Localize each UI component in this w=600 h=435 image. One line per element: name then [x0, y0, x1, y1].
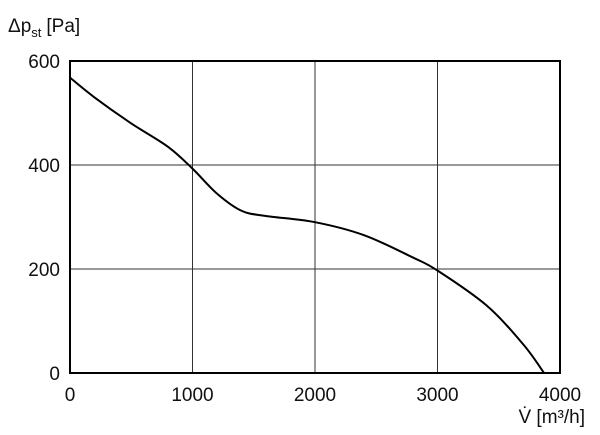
y-tick-label: 0 [49, 364, 60, 385]
x-tick-label: 2000 [294, 385, 336, 406]
y-symbol: Δp [8, 16, 31, 37]
x-tick-label: 3000 [416, 385, 458, 406]
plot-frame [69, 60, 561, 374]
y-tick-label: 200 [28, 260, 60, 281]
y-unit: [Pa] [46, 16, 80, 37]
curve [69, 76, 545, 374]
x-tick-label: 1000 [171, 385, 213, 406]
x-tick-label: 4000 [539, 385, 581, 406]
y-axis-label: Δpst [Pa] [8, 16, 80, 40]
y-tick-label: 600 [28, 52, 60, 73]
y-subscript: st [31, 25, 42, 40]
y-tick-label: 400 [28, 156, 60, 177]
x-tick-label: 0 [65, 385, 76, 406]
x-axis-label: V̇ [m³/h] [518, 407, 585, 428]
